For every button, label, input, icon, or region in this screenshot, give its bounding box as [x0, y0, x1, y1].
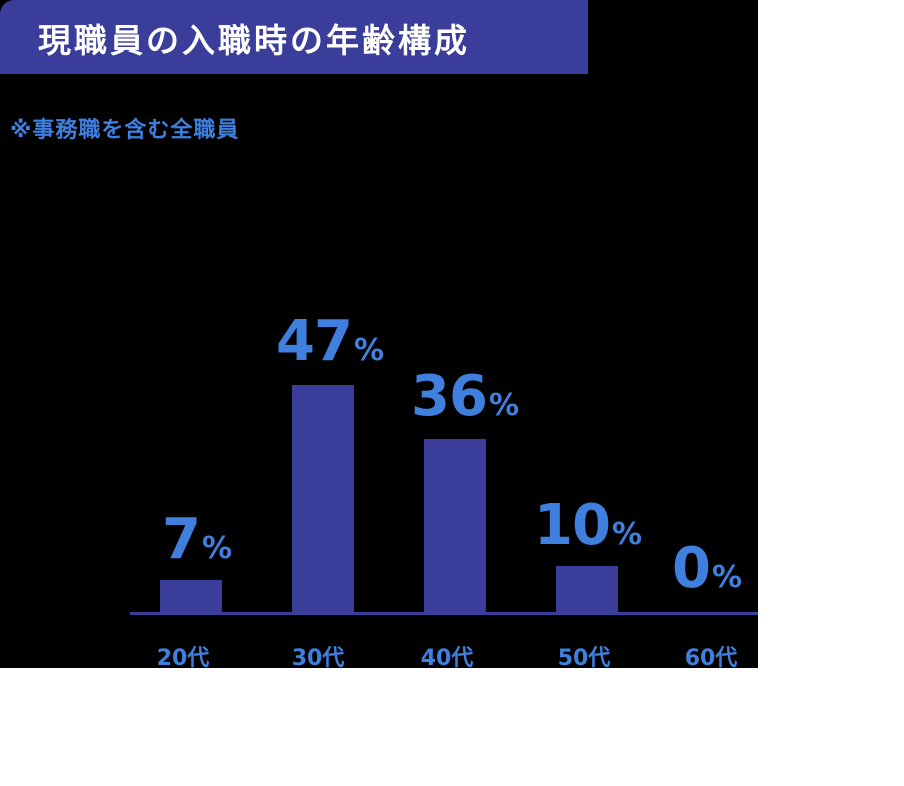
value-label-40s: 36% — [411, 369, 519, 425]
category-label-50s: 50代 — [557, 646, 611, 671]
chart-panel: 現職員の入職時の年齢構成 ※事務職を含む全職員 7% 47% 36% 10% 0… — [0, 0, 758, 671]
bar-40s — [424, 439, 486, 613]
value-number: 47 — [276, 309, 353, 374]
bar-30s — [292, 385, 354, 613]
percent-sign: % — [488, 388, 519, 423]
category-label-30s: 30代 — [291, 646, 345, 671]
chart-note: ※事務職を含む全職員 — [10, 118, 240, 143]
bar-50s — [556, 566, 618, 613]
value-number: 36 — [411, 364, 488, 429]
value-label-20s: 7% — [162, 512, 232, 568]
category-label-60s: 60代 — [684, 646, 738, 671]
percent-sign: % — [611, 517, 642, 552]
value-number: 10 — [534, 493, 611, 558]
title-banner: 現職員の入職時の年齢構成 — [0, 0, 588, 74]
value-label-30s: 47% — [276, 314, 384, 370]
category-label-40s: 40代 — [420, 646, 474, 671]
chart-title: 現職員の入職時の年齢構成 — [38, 21, 470, 60]
x-axis-baseline — [130, 612, 758, 615]
value-label-60s: 0% — [672, 541, 742, 597]
value-number: 0 — [672, 536, 711, 601]
percent-sign: % — [711, 560, 743, 595]
value-number: 7 — [162, 507, 201, 572]
value-label-50s: 10% — [534, 498, 642, 554]
percent-sign: % — [353, 333, 384, 368]
percent-sign: % — [201, 531, 233, 566]
bar-20s — [160, 580, 222, 613]
category-label-20s: 20代 — [156, 646, 210, 671]
